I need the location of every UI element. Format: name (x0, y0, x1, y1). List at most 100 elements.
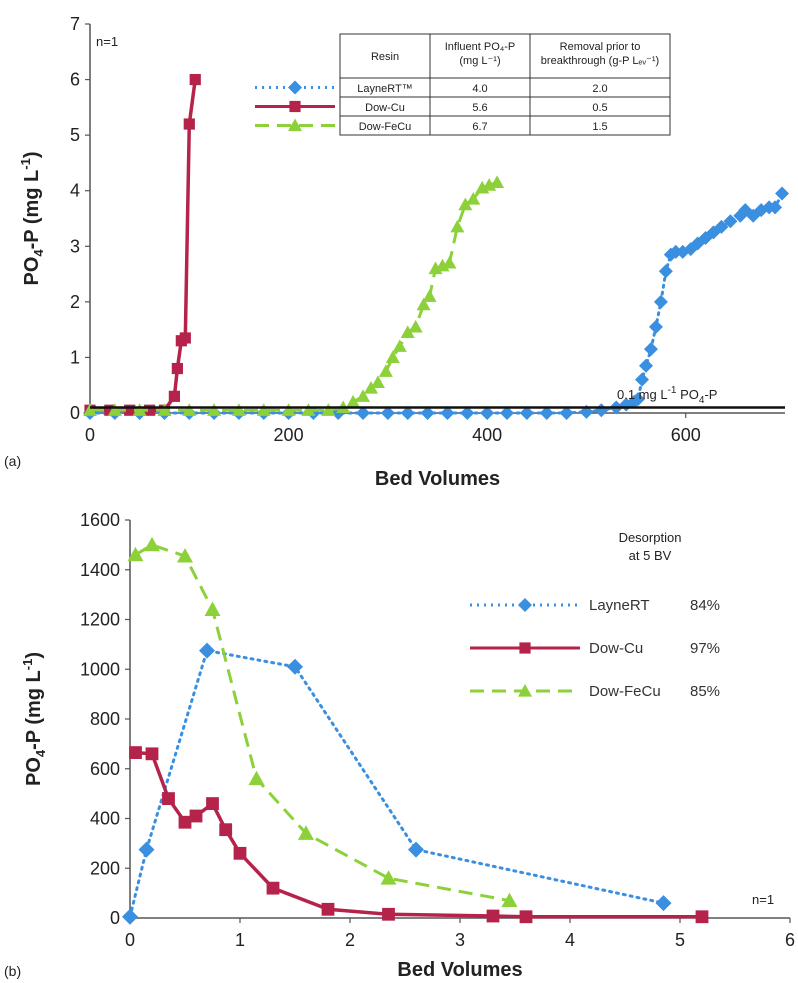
a-table-cell: 6.7 (472, 121, 487, 133)
a-data-point-LayneRT (653, 294, 668, 309)
a-data-point-LayneRT (643, 342, 658, 357)
b-data-point-Dow-Cu (321, 902, 335, 916)
a-table-cell: 1.5 (592, 121, 607, 133)
b-data-point-Dow-FeCu (501, 892, 518, 907)
b-legend-pct-Dow-FeCu: 85% (690, 683, 720, 700)
b-data-point-Dow-FeCu (298, 825, 314, 840)
a-table-cell: 4.0 (472, 83, 487, 95)
a-table-header: (mg L⁻¹) (459, 55, 500, 67)
b-data-point-Dow-Cu (189, 809, 203, 823)
a-note: n=1 (96, 34, 118, 49)
b-y-tick-label: 800 (90, 709, 120, 729)
b-legend-title: Desorption (619, 530, 682, 545)
a-data-point-Dow-Cu (143, 404, 156, 416)
b-panel-label: (b) (4, 963, 21, 979)
a-data-point-LayneRT (400, 406, 415, 420)
a-data-point-LayneRT (594, 403, 609, 418)
a-data-point-Dow-FeCu (385, 350, 400, 364)
a-data-point-Dow-FeCu (422, 289, 437, 302)
a-info-table: Resin Influent PO₄-P (mg L⁻¹) Removal prior… (339, 33, 671, 136)
b-y-tick-label: 1600 (80, 510, 120, 530)
b-legend-pct-LayneRT: 84% (690, 597, 720, 614)
a-y-tick-label: 5 (70, 125, 80, 145)
a-table-header: Resin (371, 51, 399, 63)
b-data-point-Dow-FeCu (248, 770, 265, 786)
a-y-axis-title: PO4-P (mg L-1) (18, 151, 46, 285)
b-y-tick-label: 0 (110, 908, 120, 928)
a-data-point-LayneRT (539, 406, 554, 420)
b-data-point-LayneRT (655, 895, 672, 912)
a-panel-label: (a) (4, 453, 21, 469)
a-data-point-LayneRT (714, 219, 729, 234)
b-data-point-Dow-Cu (519, 910, 533, 924)
a-data-point-LayneRT (380, 406, 395, 420)
a-table-border (339, 33, 671, 136)
a-data-point-Dow-FeCu (207, 403, 222, 416)
a-legend-marker-LayneRT (288, 80, 302, 95)
b-x-tick-label: 1 (235, 930, 245, 950)
b-data-point-Dow-Cu (382, 907, 395, 921)
a-table-cell: Dow-Cu (365, 102, 405, 114)
b-data-point-Dow-Cu (219, 823, 233, 837)
b-series-line-LayneRT (128, 648, 665, 919)
a-table-cell: 0.5 (592, 102, 607, 114)
a-data-point-Dow-FeCu (370, 375, 385, 389)
a-data-point-Dow-FeCu (301, 403, 316, 416)
b-series-LayneRT (122, 642, 672, 925)
a-data-point-Dow-FeCu (182, 403, 197, 416)
a-y-tick-label: 3 (70, 236, 80, 256)
a-data-point-Dow-FeCu (450, 219, 465, 233)
b-data-point-Dow-Cu (178, 815, 192, 829)
a-series-line-Dow-Cu (90, 79, 197, 412)
a-data-point-Dow-FeCu (458, 197, 473, 211)
b-note: n=1 (752, 892, 774, 907)
b-series-Dow-FeCu (127, 536, 518, 907)
b-legend-label-LayneRT: LayneRT (589, 597, 650, 614)
a-y-tick-label: 6 (70, 70, 80, 90)
b-x-axis-title: Bed Volumes (397, 959, 522, 981)
a-x-tick-label: 0 (85, 425, 95, 445)
a-threshold-label: 0.1 mg L-1 PO4-P (617, 385, 717, 406)
b-data-point-Dow-Cu (145, 747, 159, 761)
a-table-header: Removal prior to (560, 41, 641, 53)
a-data-point-Dow-FeCu (408, 319, 423, 333)
b-data-point-Dow-Cu (206, 797, 219, 810)
a-series-Dow-FeCu (83, 175, 505, 416)
b-data-point-Dow-Cu (486, 909, 500, 923)
a-data-point-Dow-FeCu (490, 175, 505, 188)
b-x-tick-label: 4 (565, 930, 575, 950)
a-y-tick-label: 7 (70, 14, 80, 34)
b-legend-marker-Dow-FeCu (518, 684, 532, 697)
chart-panel-a: 0 1 2 3 4 5 6 7 0 200 400 600 Bed Volumes PO4-P (mg L… (4, 14, 790, 490)
a-data-point-Dow-Cu (168, 390, 180, 402)
a-data-point-Dow-FeCu (392, 339, 407, 352)
a-data-point-Dow-FeCu (281, 403, 296, 416)
a-data-point-Dow-FeCu (363, 380, 378, 394)
b-y-tick-label: 400 (90, 809, 120, 829)
a-data-point-LayneRT (460, 406, 475, 420)
b-data-point-LayneRT (138, 841, 155, 858)
b-x-tick-label: 3 (455, 930, 465, 950)
a-data-point-LayneRT (519, 406, 534, 420)
b-data-point-Dow-FeCu (380, 870, 397, 885)
a-data-point-Dow-Cu (179, 332, 191, 344)
a-data-point-LayneRT (635, 372, 650, 387)
b-series-Dow-Cu (129, 746, 709, 924)
b-x-tick-label: 5 (675, 930, 685, 950)
b-y-tick-label: 600 (90, 759, 120, 779)
b-series-line-Dow-FeCu (134, 543, 510, 903)
a-data-point-Dow-FeCu (107, 403, 122, 416)
b-data-point-Dow-Cu (129, 746, 142, 759)
a-data-point-LayneRT (723, 214, 738, 229)
a-data-point-Dow-FeCu (132, 403, 147, 416)
b-data-point-Dow-Cu (695, 910, 709, 924)
a-series-LayneRT (83, 186, 790, 420)
chart-panel-b: 0 200 400 600 800 1000 1200 1400 1600 0 1 2 3 4 5 6 Bed … (4, 510, 795, 981)
b-y-tick-label: 200 (90, 858, 120, 878)
b-data-point-LayneRT (122, 908, 138, 925)
b-data-point-Dow-FeCu (127, 546, 144, 562)
a-data-point-Dow-FeCu (231, 403, 246, 416)
b-data-point-Dow-Cu (233, 846, 247, 860)
b-data-point-LayneRT (199, 642, 215, 659)
a-data-point-Dow-FeCu (466, 192, 481, 205)
